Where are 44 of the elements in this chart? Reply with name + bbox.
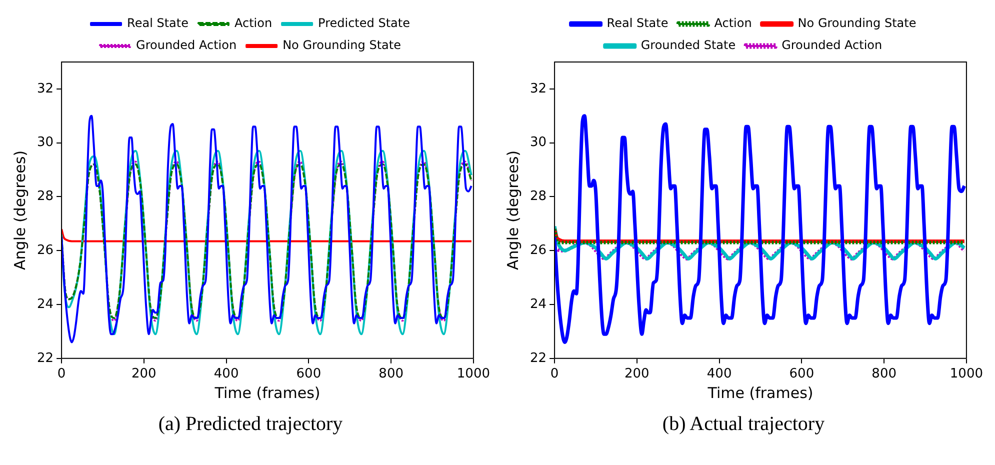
line-series bbox=[554, 114, 966, 344]
legend-label: Action bbox=[714, 16, 752, 30]
y-tick-label: 28 bbox=[530, 189, 547, 204]
y-tick-label: 22 bbox=[530, 350, 547, 366]
x-tick-label: 800 bbox=[872, 366, 896, 382]
x-tick-label: 0 bbox=[550, 366, 559, 382]
y-tick-label: 24 bbox=[36, 296, 54, 312]
line-series bbox=[62, 114, 472, 344]
x-tick-label: 400 bbox=[214, 366, 239, 382]
y-tick-label: 30 bbox=[36, 135, 54, 150]
x-tick-label: 600 bbox=[296, 366, 322, 382]
legend-label: Action bbox=[234, 16, 272, 30]
x-axis-title: Time (frames) bbox=[706, 384, 814, 402]
y-tick-label: 22 bbox=[36, 350, 54, 366]
x-tick-label: 200 bbox=[624, 366, 650, 382]
x-tick-label: 800 bbox=[378, 366, 404, 382]
x-tick-label: 1000 bbox=[950, 366, 984, 382]
x-tick-label: 200 bbox=[132, 366, 156, 382]
text: (a) Predicted trajectory bbox=[157, 413, 344, 436]
y-tick-label: 26 bbox=[530, 242, 547, 258]
legend-label: Grounded Action bbox=[136, 38, 237, 52]
legend-label: Grounded Action bbox=[782, 38, 882, 52]
legend-label: No Grounding State bbox=[282, 38, 401, 52]
y-tick-label: 32 bbox=[36, 81, 54, 96]
legend-label: Real State bbox=[127, 16, 188, 30]
x-axis-title: Time (frames) bbox=[214, 384, 320, 402]
legend-label: Predicted State bbox=[318, 16, 410, 30]
y-axis-title: Angle (degrees) bbox=[504, 150, 522, 270]
x-tick-label: 1000 bbox=[456, 366, 490, 382]
y-tick-label: 32 bbox=[530, 81, 547, 96]
y-tick-label: 30 bbox=[530, 135, 547, 150]
legend-label: No Grounding State bbox=[798, 16, 916, 30]
x-tick-label: 600 bbox=[789, 366, 814, 382]
y-tick-label: 26 bbox=[36, 242, 54, 258]
legend-label: Real State bbox=[606, 16, 668, 30]
text: (b) Actual trajectory bbox=[661, 413, 826, 436]
y-tick-label: 24 bbox=[530, 296, 547, 312]
line-series bbox=[62, 228, 472, 242]
legend-label: Grounded State bbox=[640, 38, 736, 52]
line-series bbox=[554, 240, 966, 260]
x-tick-label: 0 bbox=[57, 366, 66, 382]
y-tick-label: 28 bbox=[36, 189, 54, 204]
x-tick-label: 400 bbox=[706, 366, 732, 382]
y-axis-title: Angle (degrees) bbox=[10, 150, 29, 270]
